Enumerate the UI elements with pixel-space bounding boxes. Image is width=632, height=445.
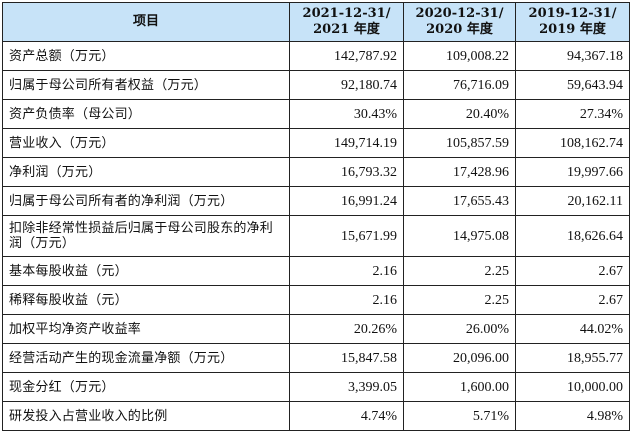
row-label: 资产负债率（母公司） xyxy=(2,99,290,129)
header-period-line2: 2019 年度 xyxy=(539,22,606,37)
value-2019: 4.98% xyxy=(515,401,630,431)
row-label: 加权平均净资产收益率 xyxy=(2,314,290,344)
header-period-2019: 2019-12-31/ 2019 年度 xyxy=(515,2,630,42)
row-label: 营业收入（万元） xyxy=(2,128,290,158)
header-period-line1: 2019-12-31/ xyxy=(528,6,617,21)
header-period-line1: 2021-12-31/ xyxy=(302,6,391,21)
table-row: 基本每股收益（元） 2.16 2.25 2.67 xyxy=(2,256,630,286)
value-2019: 2.67 xyxy=(515,256,630,286)
table-row: 稀释每股收益（元） 2.16 2.25 2.67 xyxy=(2,285,630,315)
header-period-line2: 2021 年度 xyxy=(313,22,380,37)
row-label: 现金分红（万元） xyxy=(2,372,290,402)
value-2020: 26.00% xyxy=(403,314,516,344)
row-label: 研发投入占营业收入的比例 xyxy=(2,401,290,431)
value-2021: 16,793.32 xyxy=(289,157,404,187)
table-row: 净利润（万元） 16,793.32 17,428.96 19,997.66 xyxy=(2,157,630,187)
value-2019: 18,955.77 xyxy=(515,343,630,373)
value-2019: 108,162.74 xyxy=(515,128,630,158)
row-label: 基本每股收益（元） xyxy=(2,256,290,286)
table-row: 现金分红（万元） 3,399.05 1,600.00 10,000.00 xyxy=(2,372,630,402)
value-2021: 4.74% xyxy=(289,401,404,431)
value-2019: 19,997.66 xyxy=(515,157,630,187)
row-label: 归属于母公司所有者权益（万元） xyxy=(2,70,290,100)
row-label: 净利润（万元） xyxy=(2,157,290,187)
table-row: 营业收入（万元） 149,714.19 105,857.59 108,162.7… xyxy=(2,128,630,158)
value-2019: 10,000.00 xyxy=(515,372,630,402)
header-period-line1: 2020-12-31/ xyxy=(415,6,504,21)
value-2021: 92,180.74 xyxy=(289,70,404,100)
value-2019: 18,626.64 xyxy=(515,215,630,257)
value-2020: 14,975.08 xyxy=(403,215,516,257)
value-2020: 20,096.00 xyxy=(403,343,516,373)
value-2021: 142,787.92 xyxy=(289,41,404,71)
row-label: 经营活动产生的现金流量净额（万元） xyxy=(2,343,290,373)
value-2020: 17,428.96 xyxy=(403,157,516,187)
value-2020: 76,716.09 xyxy=(403,70,516,100)
value-2020: 20.40% xyxy=(403,99,516,129)
table-header-row: 项目 2021-12-31/ 2021 年度 2020-12-31/ 2020 … xyxy=(2,2,630,42)
value-2019: 27.34% xyxy=(515,99,630,129)
value-2021: 15,847.58 xyxy=(289,343,404,373)
row-label: 扣除非经常性损益后归属于母公司股东的净利润（万元） xyxy=(2,215,290,257)
value-2021: 30.43% xyxy=(289,99,404,129)
value-2019: 20,162.11 xyxy=(515,186,630,216)
value-2020: 105,857.59 xyxy=(403,128,516,158)
value-2020: 2.25 xyxy=(403,285,516,315)
row-label: 稀释每股收益（元） xyxy=(2,285,290,315)
value-2019: 94,367.18 xyxy=(515,41,630,71)
value-2021: 16,991.24 xyxy=(289,186,404,216)
table-row: 经营活动产生的现金流量净额（万元） 15,847.58 20,096.00 18… xyxy=(2,343,630,373)
value-2021: 2.16 xyxy=(289,285,404,315)
value-2019: 44.02% xyxy=(515,314,630,344)
value-2020: 2.25 xyxy=(403,256,516,286)
value-2021: 20.26% xyxy=(289,314,404,344)
table-row: 研发投入占营业收入的比例 4.74% 5.71% 4.98% xyxy=(2,401,630,431)
header-period-2020: 2020-12-31/ 2020 年度 xyxy=(403,2,516,42)
table-row: 归属于母公司所有者权益（万元） 92,180.74 76,716.09 59,6… xyxy=(2,70,630,100)
table-row: 资产总额（万元） 142,787.92 109,008.22 94,367.18 xyxy=(2,41,630,71)
value-2019: 2.67 xyxy=(515,285,630,315)
financial-summary-table: 项目 2021-12-31/ 2021 年度 2020-12-31/ 2020 … xyxy=(2,2,630,431)
value-2020: 1,600.00 xyxy=(403,372,516,402)
row-label: 资产总额（万元） xyxy=(2,41,290,71)
value-2021: 2.16 xyxy=(289,256,404,286)
value-2020: 109,008.22 xyxy=(403,41,516,71)
table-row: 归属于母公司所有者的净利润（万元） 16,991.24 17,655.43 20… xyxy=(2,186,630,216)
value-2019: 59,643.94 xyxy=(515,70,630,100)
table-row: 资产负债率（母公司） 30.43% 20.40% 27.34% xyxy=(2,99,630,129)
table-row: 扣除非经常性损益后归属于母公司股东的净利润（万元） 15,671.99 14,9… xyxy=(2,215,630,257)
value-2021: 15,671.99 xyxy=(289,215,404,257)
value-2021: 149,714.19 xyxy=(289,128,404,158)
header-item: 项目 xyxy=(2,2,290,42)
row-label: 归属于母公司所有者的净利润（万元） xyxy=(2,186,290,216)
value-2020: 5.71% xyxy=(403,401,516,431)
value-2020: 17,655.43 xyxy=(403,186,516,216)
header-period-line2: 2020 年度 xyxy=(426,22,493,37)
value-2021: 3,399.05 xyxy=(289,372,404,402)
header-period-2021: 2021-12-31/ 2021 年度 xyxy=(289,2,404,42)
table-row: 加权平均净资产收益率 20.26% 26.00% 44.02% xyxy=(2,314,630,344)
